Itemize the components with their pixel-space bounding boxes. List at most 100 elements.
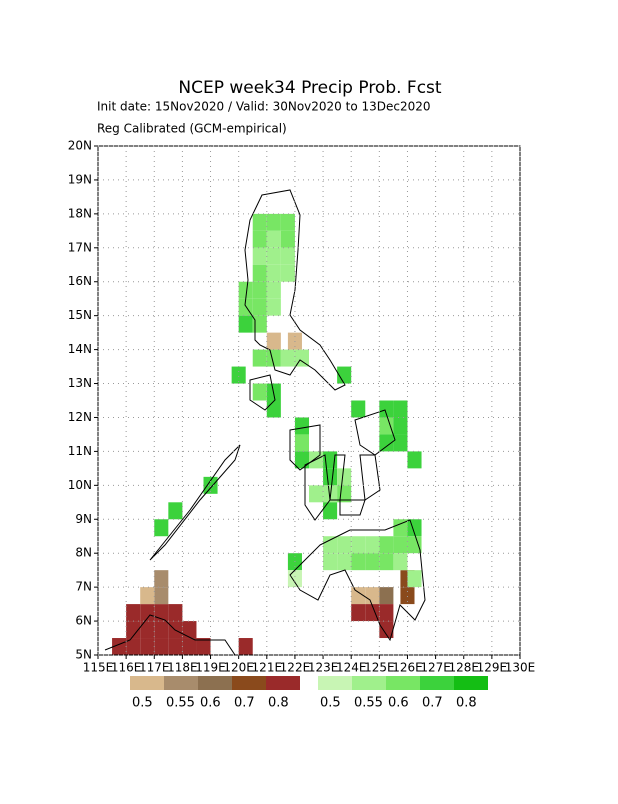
grid-cell [323, 485, 338, 503]
chart-title: NCEP week34 Precip Prob. Fcst [178, 78, 442, 98]
grid-cell [407, 570, 422, 588]
grid-cell [294, 451, 309, 469]
grid-cell [337, 536, 352, 554]
grid-cell [323, 502, 338, 520]
grid-cell [126, 604, 141, 622]
grid-cell [140, 587, 155, 605]
grid-cell [266, 281, 281, 299]
y-tick-label: 5N [75, 648, 92, 662]
grid-cell [393, 536, 408, 554]
grid-cell [379, 604, 394, 622]
grid-cell [280, 213, 295, 231]
y-tick-label: 11N [68, 444, 92, 458]
legend-swatch [454, 676, 488, 690]
grid-cell [379, 536, 394, 554]
grid-cell [266, 332, 281, 350]
grid-cell [266, 247, 281, 265]
grid-cell [393, 417, 408, 435]
grid-cell [126, 621, 141, 639]
y-tick-label: 6N [75, 614, 92, 628]
y-tick-label: 9N [75, 512, 92, 526]
grid-cell [379, 417, 394, 435]
grid-cell [252, 349, 267, 367]
x-tick-label: 119E [195, 661, 226, 675]
x-tick-label: 128E [448, 661, 479, 675]
legend-label: 0.7 [234, 696, 255, 711]
grid-cell [393, 434, 408, 452]
coastline [104, 189, 426, 656]
grid-cell [280, 349, 295, 367]
chart-note: Reg Calibrated (GCM-empirical) [97, 122, 287, 136]
grid-cell [252, 264, 267, 282]
grid-cell [266, 213, 281, 231]
grid-cell [365, 587, 380, 605]
grid-cell [351, 536, 366, 554]
grid-cell [252, 298, 267, 316]
x-tick-label: 126E [392, 661, 423, 675]
grid-cell [351, 587, 366, 605]
grid-cell [231, 366, 246, 384]
grid-cell [140, 638, 155, 655]
grid-cell [168, 621, 183, 639]
legend-swatch [386, 676, 420, 690]
legend-label: 0.6 [388, 696, 409, 711]
grid-cell [168, 638, 183, 655]
grid-cell [266, 230, 281, 248]
legend-label: 0.5 [320, 696, 341, 711]
coast [304, 454, 331, 521]
x-tick-label: 122E [280, 661, 311, 675]
grid-cell [379, 621, 394, 639]
grid-cell [337, 366, 352, 384]
grid-cell [351, 553, 366, 571]
grid-cell [323, 553, 338, 571]
grid-cell [154, 570, 169, 588]
grid-cell [238, 638, 253, 655]
legend-label: 0.7 [422, 696, 443, 711]
grid-cell [266, 349, 281, 367]
y-tick-label: 17N [68, 240, 92, 254]
grid-cell [266, 400, 281, 418]
legend-label: 0.55 [354, 696, 383, 711]
grid-cell [238, 281, 253, 299]
y-tick-label: 7N [75, 580, 92, 594]
grid-cell [154, 604, 169, 622]
grid-cell [337, 553, 352, 571]
x-tick-label: 125E [364, 661, 395, 675]
coast [249, 374, 276, 411]
x-tick-label: 123E [308, 661, 339, 675]
grid-cell [266, 298, 281, 316]
grid-cell [182, 621, 197, 639]
y-tick-label: 13N [68, 376, 92, 390]
grid-cell [323, 536, 338, 554]
grid-cell [379, 400, 394, 418]
grid-cell [379, 587, 394, 605]
grid-cell [252, 383, 267, 401]
grid-cell [252, 213, 267, 231]
grid-cell [154, 519, 169, 537]
legend-label: 0.8 [268, 696, 289, 711]
grid-cell [252, 315, 267, 333]
y-tick-label: 18N [68, 206, 92, 220]
legend-swatch [130, 676, 164, 690]
x-tick-label: 127E [420, 661, 451, 675]
grid-cell [323, 468, 338, 486]
x-tick-label: 118E [167, 661, 198, 675]
grid-cell [400, 587, 415, 605]
coast [289, 519, 426, 642]
grid-cell [393, 519, 408, 537]
grid-cell [365, 536, 380, 554]
grid-cell [393, 400, 408, 418]
grid-cell [252, 281, 267, 299]
grid-cell [126, 638, 141, 655]
grid-cell [287, 570, 302, 588]
coast [244, 189, 346, 391]
grid-cell [196, 638, 211, 655]
grid-cell [365, 604, 380, 622]
x-tick-label: 115E [83, 661, 114, 675]
grid-cell [238, 315, 253, 333]
x-tick-label: 121E [252, 661, 283, 675]
coast [354, 409, 396, 456]
grid-cell [294, 434, 309, 452]
grid-cell [252, 230, 267, 248]
